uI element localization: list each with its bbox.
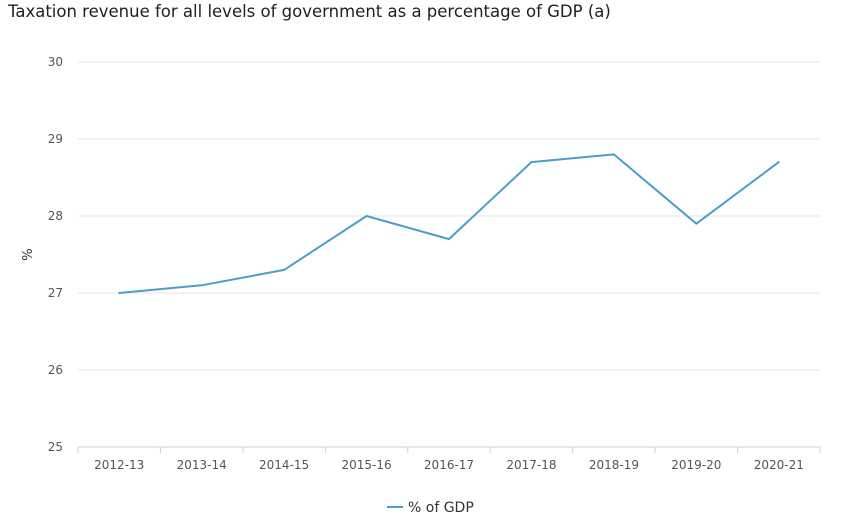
- y-tick-label: 30: [48, 55, 63, 69]
- x-tick-label: 2013-14: [177, 458, 227, 472]
- series-line: [118, 153, 780, 294]
- legend-label: % of GDP: [408, 500, 474, 516]
- series-layer: [118, 153, 780, 294]
- x-tick-label: 2019-20: [671, 458, 721, 472]
- y-tick-label: 26: [48, 363, 63, 377]
- y-tick-label: 25: [48, 440, 63, 454]
- chart-title: Taxation revenue for all levels of gover…: [8, 2, 611, 21]
- y-axis-title: %: [21, 248, 36, 260]
- gridlines: [78, 61, 820, 448]
- x-axis-ticks: 2012-13 2013-14 2014-15 2015-16 2016-17 2017-…: [77, 447, 821, 472]
- y-tick-label: 28: [48, 209, 63, 223]
- y-tick-label: 29: [48, 132, 63, 146]
- x-tick-label: 2018-19: [589, 458, 639, 472]
- x-tick-label: 2012-13: [94, 458, 144, 472]
- x-tick-label: 2016-17: [424, 458, 474, 472]
- legend[interactable]: % of GDP: [387, 500, 474, 516]
- x-tick-label: 2014-15: [259, 458, 309, 472]
- x-tick-label: 2017-18: [506, 458, 556, 472]
- y-tick-label: 27: [48, 286, 63, 300]
- y-axis-ticks: 25 26 27 28 29 30: [48, 55, 63, 454]
- x-tick-label: 2015-16: [341, 458, 391, 472]
- x-tick-label: 2020-21: [754, 458, 804, 472]
